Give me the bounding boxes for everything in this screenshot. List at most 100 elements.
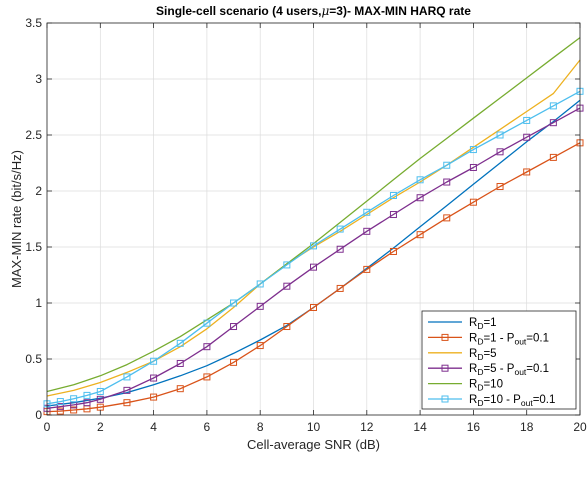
series-line <box>46 107 581 409</box>
series-layer <box>43 37 584 416</box>
x-tick-label: 0 <box>44 420 51 434</box>
data-point <box>496 148 504 156</box>
data-point <box>256 280 264 288</box>
x-tick-label: 2 <box>97 420 104 434</box>
data-point <box>443 178 451 186</box>
legend-label-sub2: out <box>514 336 526 346</box>
data-point <box>336 245 344 253</box>
series-line <box>46 142 581 413</box>
data-point <box>310 303 317 311</box>
data-point <box>96 395 104 403</box>
data-point <box>83 399 91 407</box>
legend-label-sub: D <box>477 321 483 331</box>
legend-label-rest: =10 <box>483 379 503 391</box>
data-point <box>203 319 211 327</box>
legend-label-sub: D <box>477 367 483 377</box>
data-point <box>83 391 91 399</box>
legend-label-rest2: =0.1 <box>526 363 549 375</box>
legend-label: RD=5 - Pout=0.1 <box>469 363 549 377</box>
data-point <box>203 373 211 381</box>
legend-label-rest: =1 - P <box>483 332 514 344</box>
data-point <box>389 211 397 219</box>
legend-label-main: R <box>469 317 477 329</box>
x-tick-label: 12 <box>360 420 374 434</box>
y-tick-label: 2.5 <box>25 128 42 142</box>
legend-label-rest: =1 <box>483 317 496 329</box>
data-point <box>363 227 371 235</box>
title-mu: μ <box>321 4 329 18</box>
data-point <box>56 403 64 411</box>
x-tick-label: 4 <box>150 420 157 434</box>
data-point <box>523 168 531 176</box>
data-point <box>310 263 317 271</box>
chart-title: Single-cell scenario (4 users,μ=3)- MAX-… <box>156 4 471 18</box>
x-tick-label: 20 <box>573 420 587 434</box>
x-tick-label: 16 <box>467 420 481 434</box>
data-point <box>336 284 344 292</box>
data-point <box>523 116 531 124</box>
data-point <box>70 406 78 414</box>
data-point <box>549 119 557 127</box>
series-2 <box>43 139 584 416</box>
legend-label-rest: =10 - P <box>483 394 521 406</box>
series-line <box>46 90 581 405</box>
data-point <box>150 357 158 365</box>
legend-label-sub: D <box>477 352 483 362</box>
legend-label: RD=10 <box>469 379 503 393</box>
data-point <box>230 299 238 307</box>
legend-label-sub2: out <box>514 367 526 377</box>
legend-label-rest2: =0.1 <box>533 394 556 406</box>
title-post: =3)- MAX-MIN HARQ rate <box>329 4 471 18</box>
legend-swatch-marker <box>441 333 449 341</box>
data-point <box>363 208 371 216</box>
x-tick-label: 14 <box>413 420 427 434</box>
data-point <box>389 247 397 255</box>
y-tick-label: 2 <box>35 184 42 198</box>
data-point <box>70 395 78 403</box>
data-point <box>336 225 344 233</box>
ticks: 0 2 4 6 8 10 12 14 16 18 20 0 0.5 1 1.5 2 2.5 3 3.5 <box>25 16 587 434</box>
data-point <box>416 231 424 239</box>
legend-label-rest: =5 <box>483 348 496 360</box>
data-point <box>150 374 158 382</box>
data-point <box>469 163 477 171</box>
legend-box <box>421 310 577 410</box>
data-point <box>56 398 64 406</box>
series-line <box>46 37 581 393</box>
data-point <box>496 183 504 191</box>
data-point <box>256 342 264 350</box>
series-3 <box>46 59 581 397</box>
data-point <box>363 265 371 273</box>
data-point <box>176 385 184 393</box>
x-tick-label: 8 <box>257 420 264 434</box>
data-point <box>230 323 238 331</box>
data-point <box>283 261 291 269</box>
legend: RD=1RD=1 - Pout=0.1RD=5RD=5 - Pout=0.1RD… <box>421 310 577 410</box>
legend-label-sub: D <box>477 336 483 346</box>
data-point <box>176 359 184 367</box>
data-point <box>549 153 557 161</box>
legend-label: RD=10 - Pout=0.1 <box>469 394 555 408</box>
data-point <box>416 194 424 202</box>
legend-label-main: R <box>469 363 477 375</box>
data-point <box>283 282 291 290</box>
legend-label-sub2: out <box>521 398 533 408</box>
data-point <box>176 339 184 347</box>
y-tick-label: 3.5 <box>25 16 42 30</box>
legend-label-sub: D <box>477 398 483 408</box>
legend-swatch-marker <box>441 364 449 372</box>
data-point <box>443 214 451 222</box>
data-point <box>56 407 64 415</box>
data-point <box>123 373 131 381</box>
data-point <box>389 191 397 199</box>
legend-label: RD=1 - Pout=0.1 <box>469 332 549 346</box>
data-point <box>469 198 477 206</box>
legend-label-main: R <box>469 394 477 406</box>
series-4 <box>43 104 584 412</box>
legend-label-main: R <box>469 379 477 391</box>
x-tick-label: 18 <box>520 420 534 434</box>
x-tick-label: 10 <box>307 420 321 434</box>
x-axis-label: Cell-average SNR (dB) <box>247 437 380 452</box>
data-point <box>416 176 424 184</box>
